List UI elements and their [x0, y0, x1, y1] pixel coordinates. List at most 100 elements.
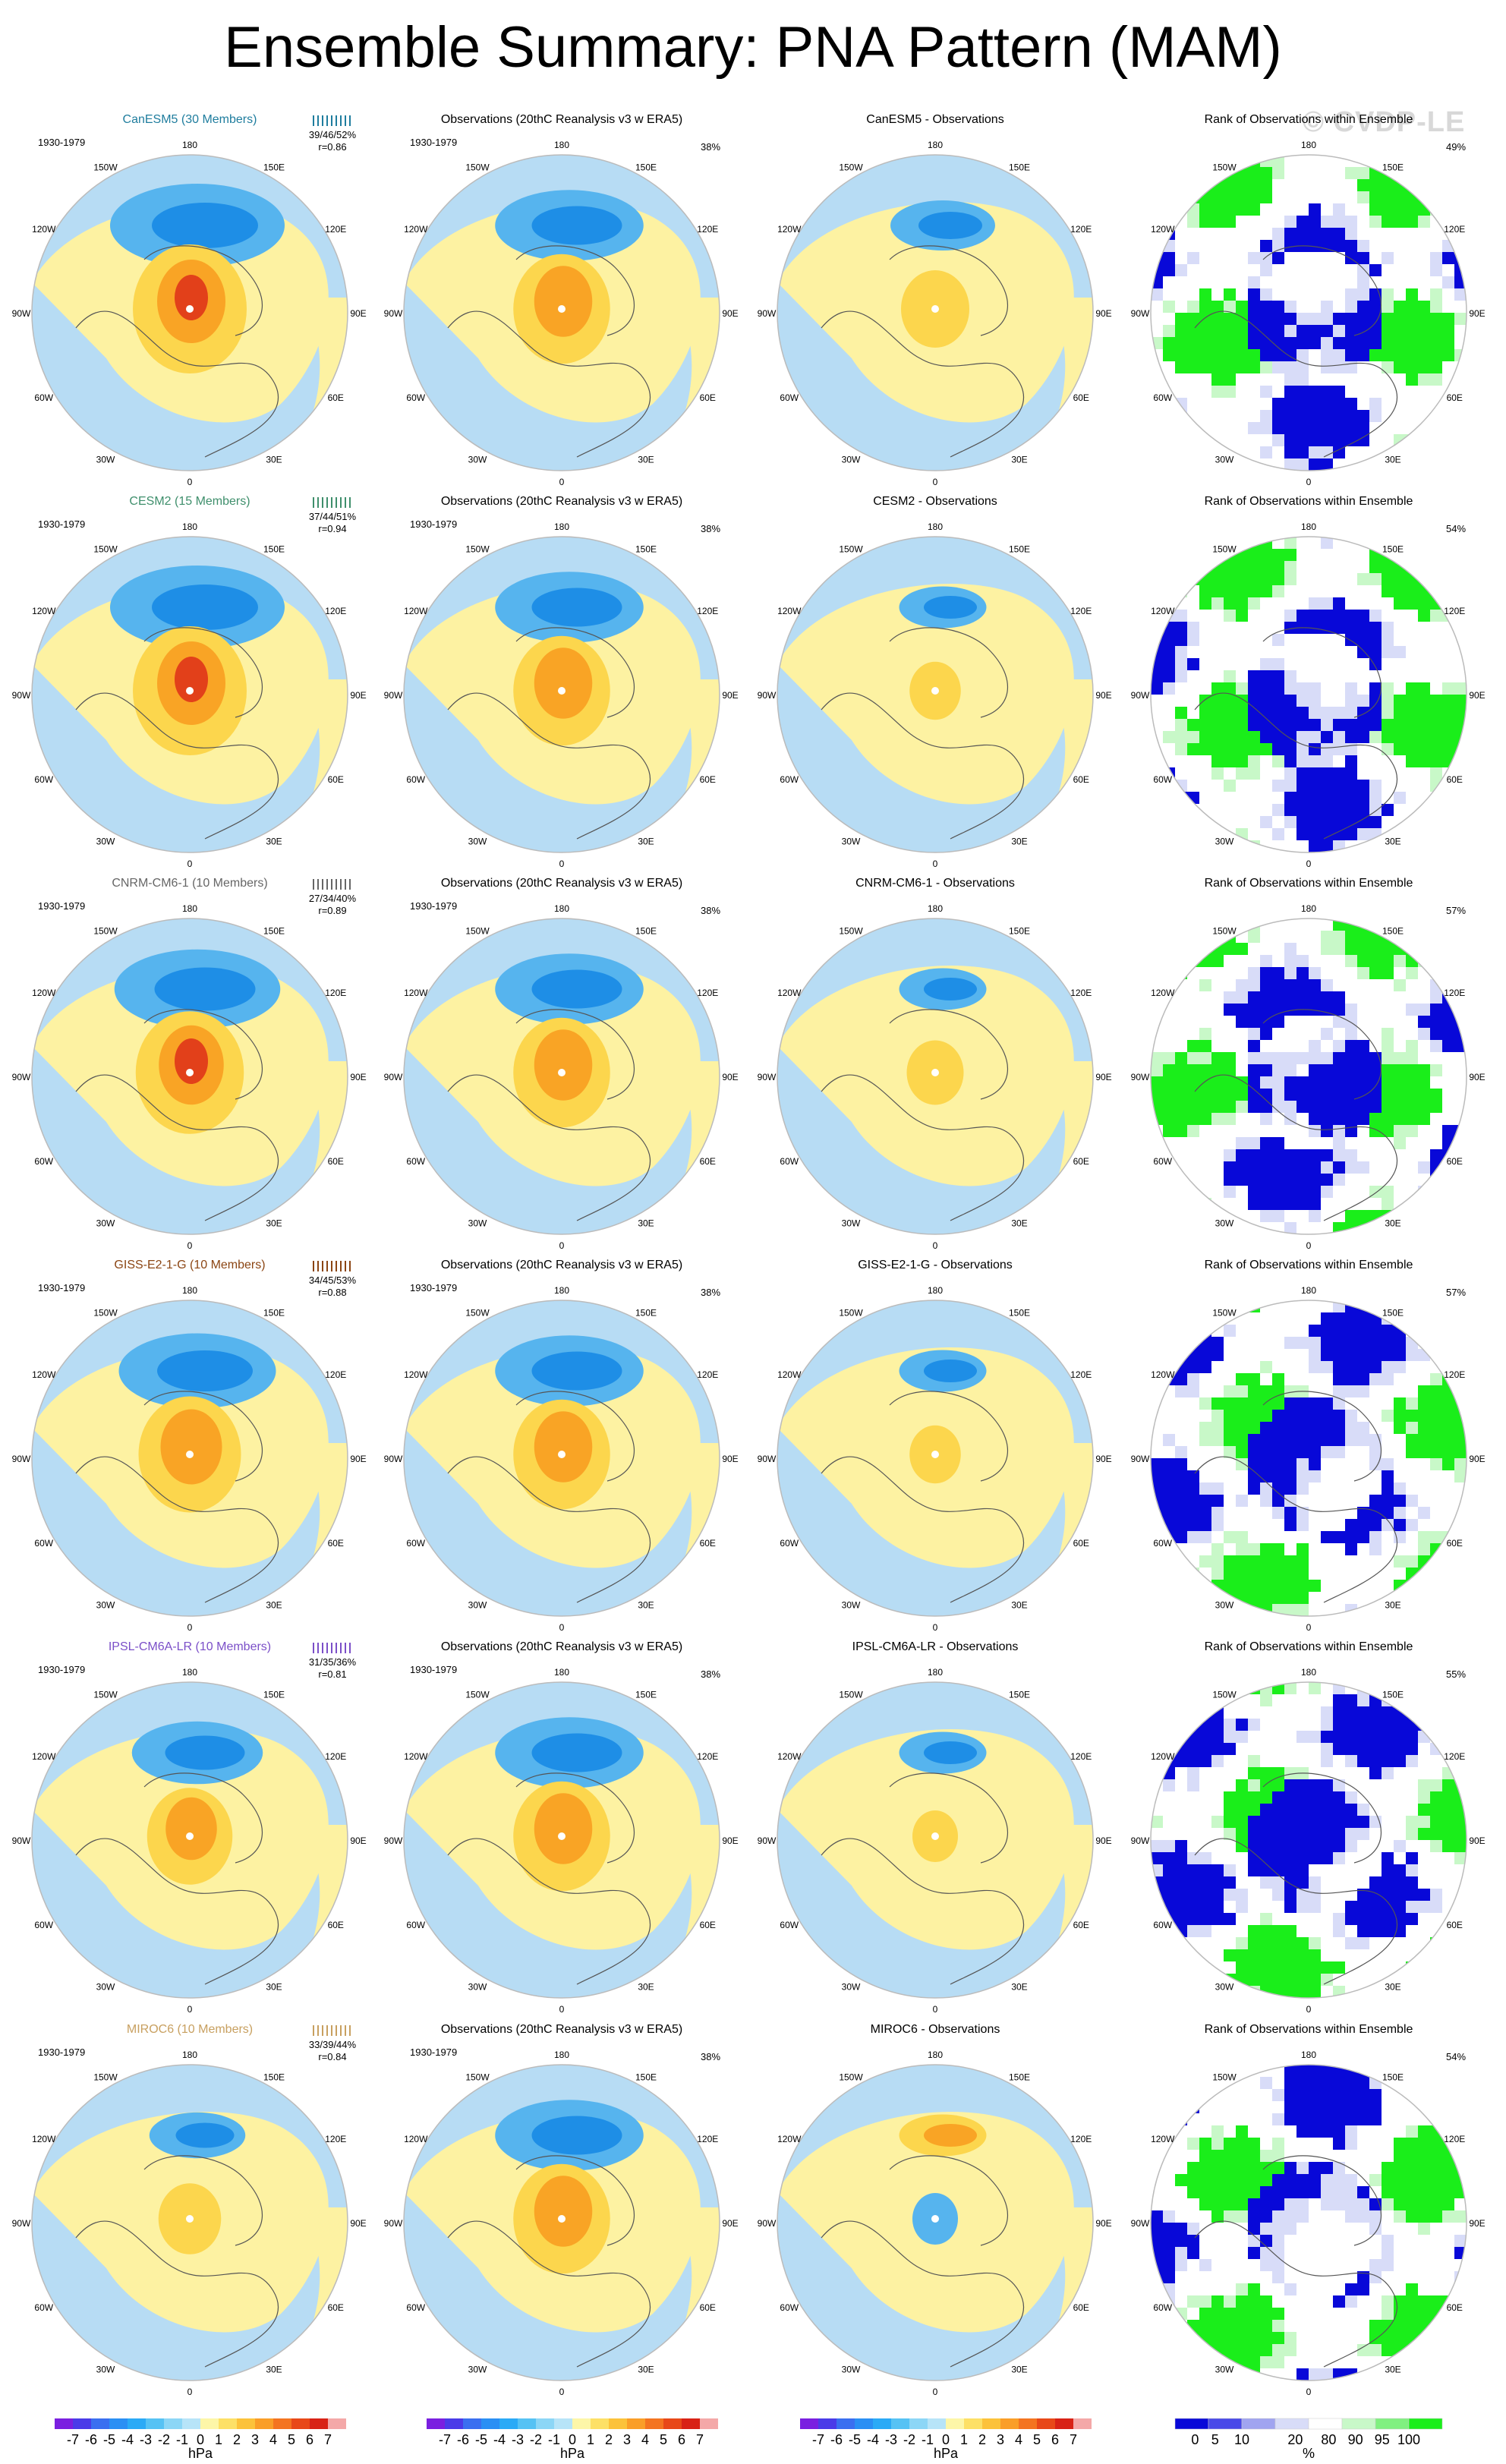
- rank-cell: [1175, 2259, 1187, 2271]
- colorbar-swatch: [291, 2418, 310, 2429]
- rank-cell: [1211, 2162, 1224, 2174]
- colorbar-swatch: [1037, 2418, 1055, 2429]
- rank-cell: [1309, 1731, 1321, 1743]
- longitude-label: 120W: [404, 224, 428, 235]
- rank-cell: [1309, 458, 1321, 471]
- longitude-label: 150W: [1212, 1308, 1237, 1319]
- coastline: [889, 1772, 1009, 1864]
- difference-title: CanESM5 - Observations: [866, 113, 1003, 126]
- rank-cell: [1199, 288, 1211, 301]
- rank-cell: [1296, 1986, 1309, 1998]
- longitude-label: 180: [554, 521, 569, 532]
- rank-cell: [1248, 2332, 1260, 2344]
- longitude-label: 30E: [638, 2364, 654, 2374]
- rank-cell: [1321, 301, 1333, 313]
- rank-cell: [1199, 2174, 1211, 2186]
- rank-cell: [1224, 1434, 1236, 1446]
- rank-cell: [1248, 1568, 1260, 1580]
- observations-percent: 38%: [701, 905, 720, 916]
- longitude-label: 30E: [638, 454, 654, 465]
- colorbar-swatch: [328, 2418, 346, 2429]
- rank-cell: [1418, 1422, 1430, 1434]
- longitude-label: 120E: [325, 988, 346, 998]
- rank-cell: [1345, 1101, 1357, 1113]
- rank-cell: [1211, 695, 1224, 707]
- longitude-label: 30W: [842, 1599, 861, 1610]
- rank-cell: [1321, 1004, 1333, 1016]
- rank-cell: [1236, 731, 1248, 743]
- observations-title: Observations (20thC Reanalysis v3 w ERA5…: [441, 113, 682, 126]
- rank-cell: [1382, 1186, 1394, 1198]
- rank-cell: [1211, 2186, 1224, 2198]
- rank-cell: [1321, 1961, 1333, 1974]
- rank-cell: [1406, 1913, 1418, 1925]
- rank-cell: [1260, 1974, 1272, 1986]
- rank-cell: [1175, 931, 1187, 943]
- rank-cell: [1260, 1446, 1272, 1458]
- rank-cell: [1187, 1580, 1199, 1592]
- rank-cell: [1406, 743, 1418, 755]
- rank-cell: [1199, 361, 1211, 373]
- rank-cell: [1418, 1961, 1430, 1974]
- rank-cell: [1260, 1568, 1272, 1580]
- rank-cell: [1260, 288, 1272, 301]
- rank-cell: [1442, 549, 1454, 561]
- pole-marker: [558, 2215, 566, 2223]
- rank-cell: [1418, 2344, 1430, 2356]
- rank-cell: [1333, 1064, 1345, 1076]
- rank-cell: [1357, 264, 1369, 276]
- rank-cell: [1321, 1101, 1333, 1113]
- rank-cell: [1333, 1743, 1345, 1755]
- rank-cell: [1369, 1519, 1382, 1531]
- rank-cell: [1272, 979, 1284, 991]
- rank-cell: [1199, 1531, 1211, 1543]
- colorbar-swatch: [836, 2418, 855, 2429]
- rank-cell: [1357, 2198, 1369, 2210]
- rank-cell: [1296, 1089, 1309, 1101]
- map-panel-CESM2-rank: 180150E120E90E60E30E030W60W90W120W150WRa…: [1131, 495, 1486, 869]
- rank-cell: [1296, 2186, 1309, 2198]
- rank-cell: [1272, 1791, 1284, 1804]
- rank-cell: [1382, 1719, 1394, 1731]
- rank-cell: [1175, 1312, 1187, 1325]
- rank-cell: [1345, 682, 1357, 695]
- longitude-label: 60E: [1447, 1538, 1463, 1549]
- rank-cell: [1248, 1840, 1260, 1852]
- rank-cell: [1442, 1961, 1454, 1974]
- rank-cell: [1394, 1755, 1406, 1767]
- observations-percent: 38%: [701, 1668, 720, 1680]
- rank-cell: [1248, 2210, 1260, 2223]
- rank-cell: [1284, 1458, 1296, 1470]
- rank-cell: [1382, 1495, 1394, 1507]
- rank-cell: [1272, 1592, 1284, 1604]
- rank-cell: [1272, 1840, 1284, 1852]
- rank-cell: [1418, 755, 1430, 767]
- rank-cell: [1394, 719, 1406, 731]
- rank-cell: [1369, 918, 1382, 931]
- rank-cell: [1345, 955, 1357, 967]
- rank-cell: [1382, 1507, 1394, 1519]
- map-border: [777, 1681, 1094, 1999]
- rank-cell: [1284, 2113, 1296, 2125]
- rank-cell: [1175, 1755, 1187, 1767]
- longitude-label: 150W: [465, 2072, 490, 2083]
- rank-cell: [1382, 2247, 1394, 2259]
- member-stats: 37/44/51%: [309, 511, 357, 522]
- rank-cell: [1284, 2065, 1296, 2077]
- rank-cell: [1151, 792, 1163, 804]
- longitude-label: 150W: [465, 1690, 490, 1700]
- rank-cell: [1406, 1004, 1418, 1016]
- rank-cell: [1309, 337, 1321, 349]
- rank-cell: [1430, 1089, 1442, 1101]
- rank-cell: [1357, 325, 1369, 337]
- rank-cell: [1284, 1949, 1296, 1961]
- rank-cell: [1284, 1076, 1296, 1089]
- rank-cell: [1284, 979, 1296, 991]
- rank-cell: [1345, 313, 1357, 325]
- rank-cell: [1454, 313, 1467, 325]
- rank-cell: [1296, 816, 1309, 828]
- rank-cell: [1406, 216, 1418, 228]
- rank-cell: [1163, 1519, 1175, 1531]
- rank-cell: [1296, 1804, 1309, 1816]
- rank-cell: [1442, 695, 1454, 707]
